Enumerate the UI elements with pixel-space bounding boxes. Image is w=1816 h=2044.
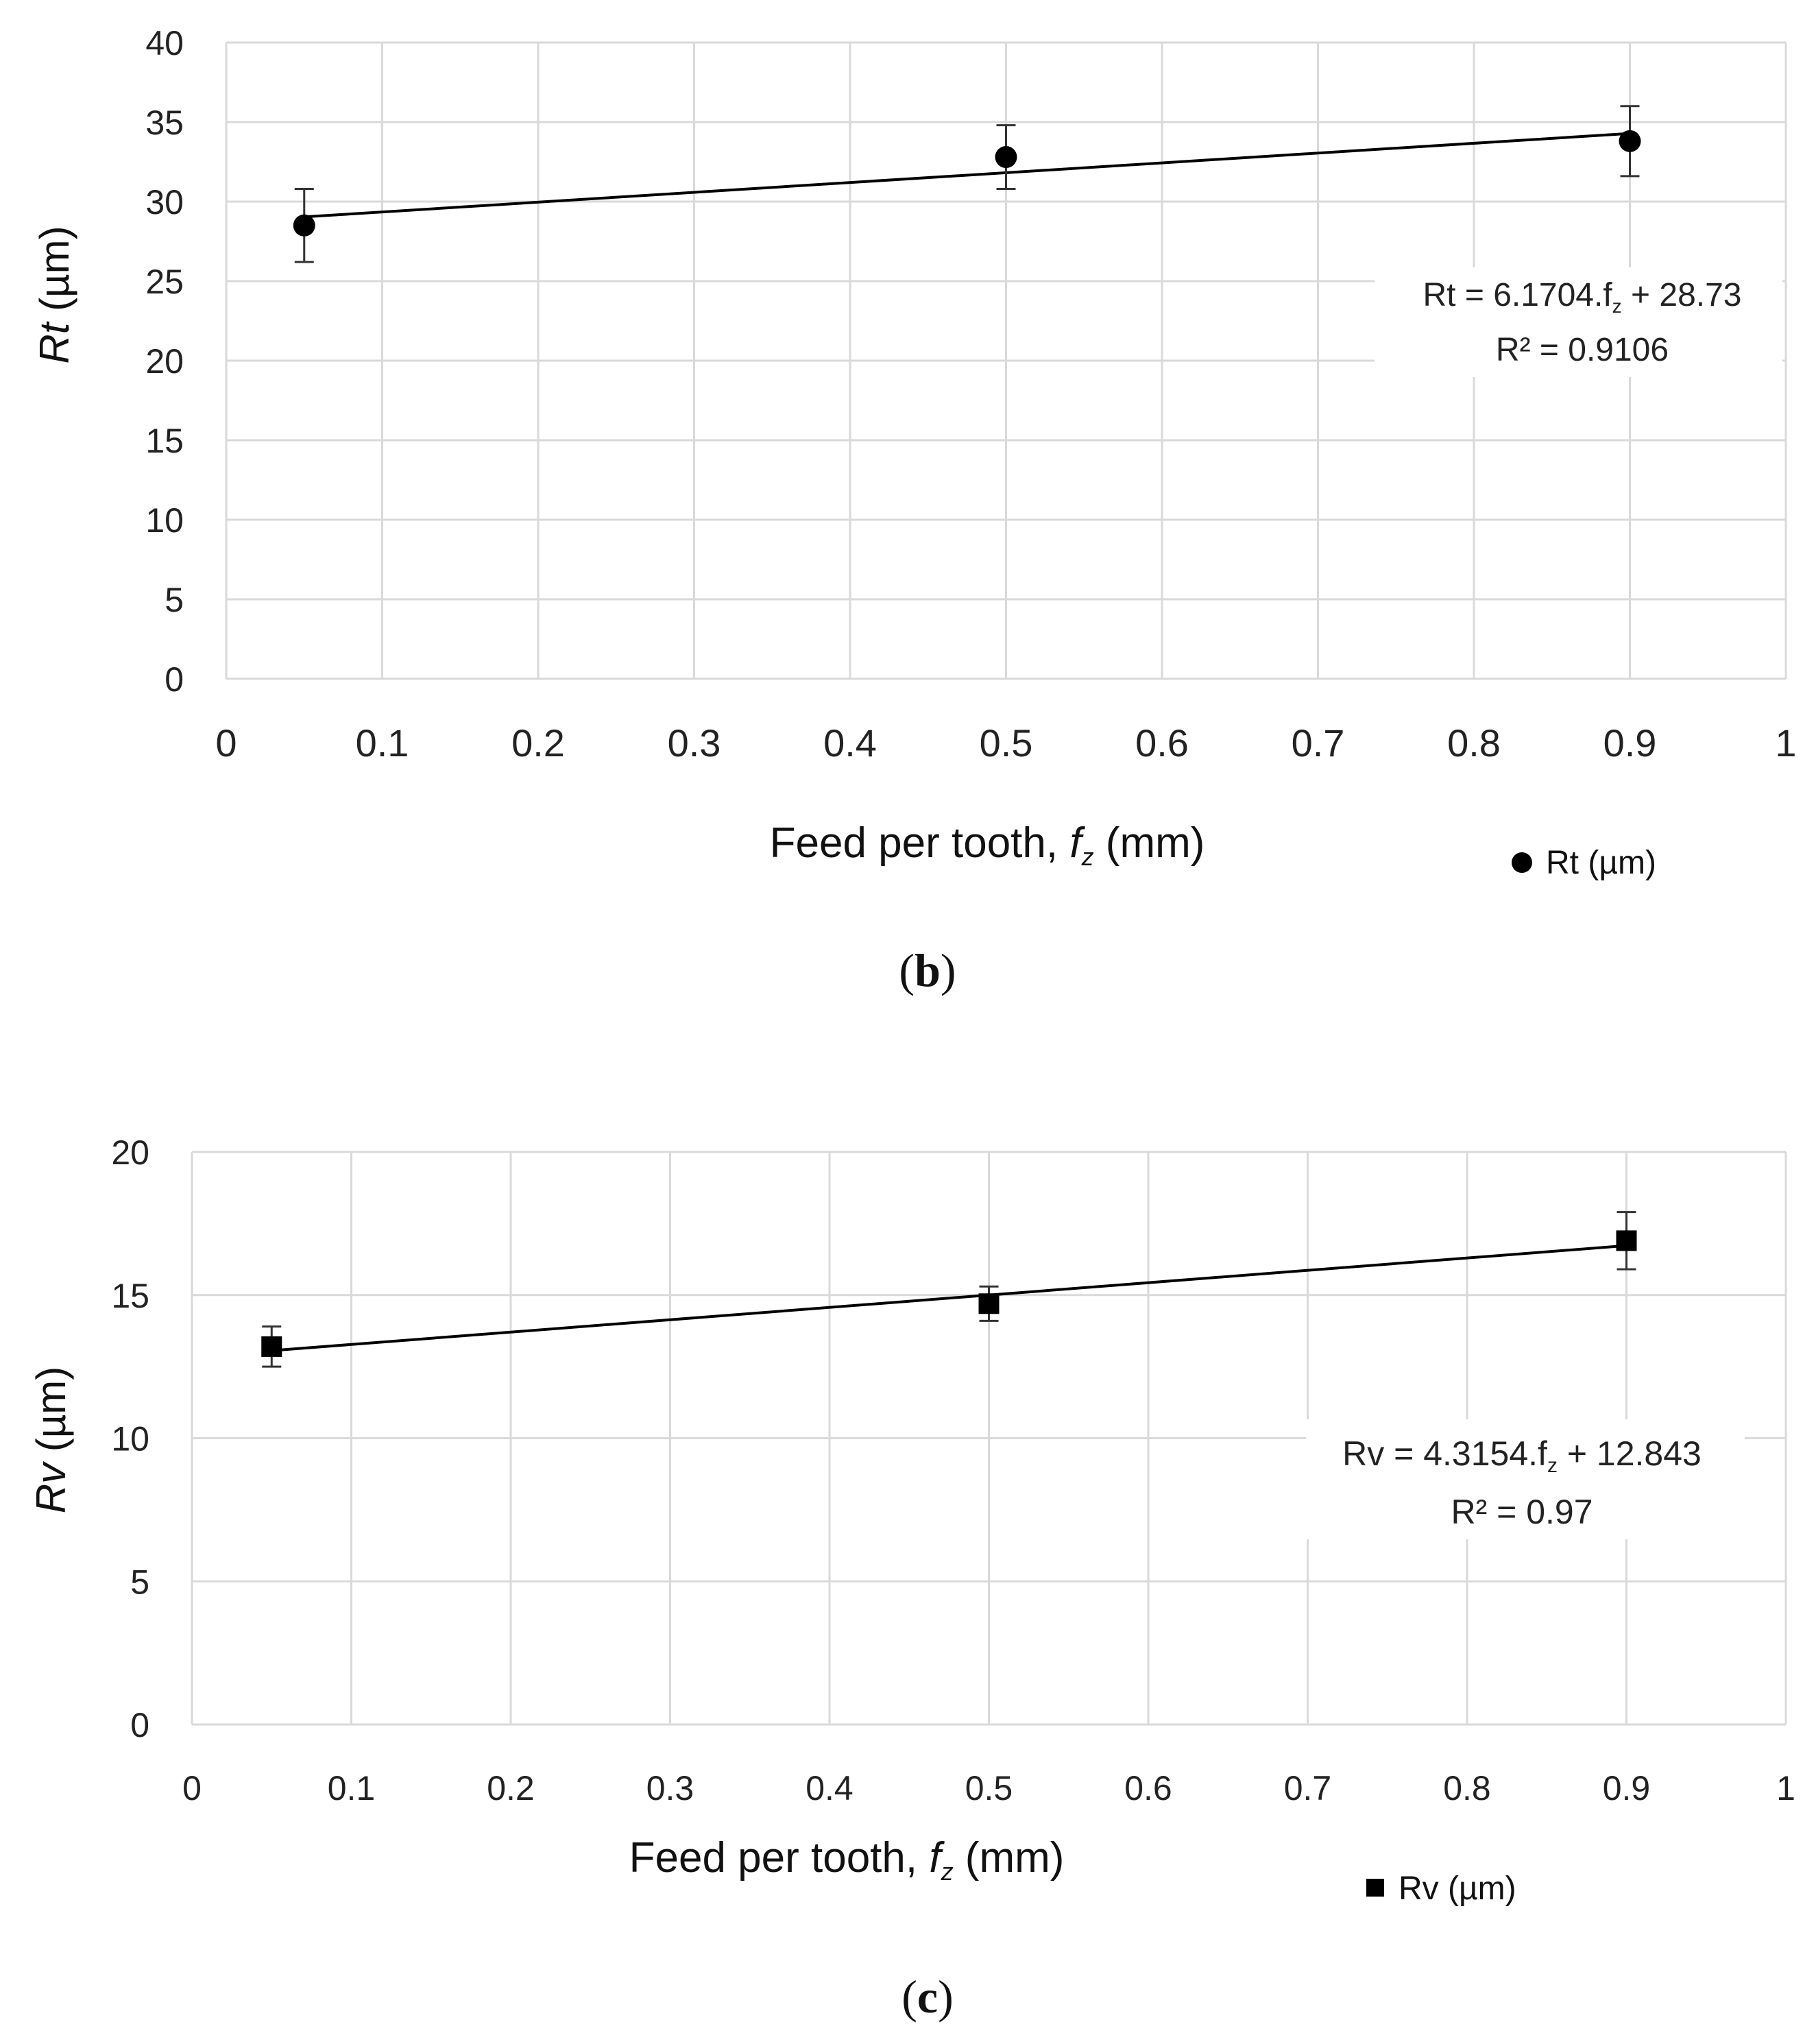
chart-b-x-axis-sub: z <box>1081 843 1094 871</box>
chart-c-points <box>261 1230 1637 1357</box>
chart-b-y-tick-3: 15 <box>145 422 184 460</box>
chart-c-panel-label: (c) <box>901 1971 954 2023</box>
chart-c-y-tick-4: 20 <box>111 1133 149 1172</box>
chart-b-y-tick-4: 20 <box>145 342 184 381</box>
chart-b-panel-paren-close: ) <box>941 944 956 996</box>
chart-b-x-axis-text: Feed per tooth, <box>770 819 1070 867</box>
chart-b-x-tick-6: 0.6 <box>1135 721 1189 765</box>
chart-b-x-tick-10: 1 <box>1775 721 1796 765</box>
chart-b-panel-paren-open: ( <box>899 944 915 996</box>
chart-b-y-tick-8: 40 <box>145 24 184 62</box>
chart-c-x-tick-6: 0.6 <box>1124 1769 1172 1807</box>
chart-c-legend-marker <box>1366 1879 1384 1897</box>
chart-c-x-axis-text: Feed per tooth, <box>629 1834 930 1881</box>
chart-b-x-axis-title: Feed per tooth, fz (mm) <box>770 819 1205 871</box>
chart-c-y-axis-var: Rv <box>28 1461 74 1513</box>
chart-c-equation-sub: z <box>1547 1454 1558 1477</box>
chart-b-x-tick-9: 0.9 <box>1603 721 1657 765</box>
chart-b-x-tick-5: 0.5 <box>980 721 1033 765</box>
chart-b-y-tick-5: 25 <box>145 263 184 301</box>
chart-b-x-tick-1: 0.1 <box>356 721 409 765</box>
chart-b-x-tick-labels: 0 0.1 0.2 0.3 0.4 0.5 0.6 0.7 0.8 0.9 1 <box>215 721 1796 765</box>
chart-b-y-axis-title: Rt (µm) <box>32 226 77 363</box>
chart-b-equation-pre: Rt = 6.1704.f <box>1422 277 1612 313</box>
chart-b-point-1 <box>995 146 1017 169</box>
chart-c-y-tick-2: 10 <box>111 1420 149 1458</box>
chart-b-y-axis-var: Rt <box>32 321 77 363</box>
chart-c-r2: R² = 0.97 <box>1451 1493 1593 1531</box>
chart-b-trendline <box>304 132 1630 219</box>
chart-c-equation: Rv = 4.3154.fz + 12.843 <box>1342 1434 1702 1477</box>
chart-c-equation-pre: Rv = 4.3154.f <box>1342 1434 1547 1473</box>
chart-b-y-tick-6: 30 <box>145 183 184 221</box>
chart-b-y-tick-7: 35 <box>145 104 184 142</box>
chart-b-legend-marker <box>1512 852 1532 873</box>
chart-c-point-1 <box>978 1293 1000 1314</box>
chart-c-point-2 <box>1616 1230 1637 1251</box>
chart-c-y-tick-0: 0 <box>130 1706 149 1744</box>
chart-b-equation: Rt = 6.1704.fz + 28.73 <box>1422 277 1741 317</box>
chart-c-x-axis-sub: z <box>941 1857 954 1886</box>
chart-c-x-tick-7: 0.7 <box>1284 1769 1332 1807</box>
chart-b-r2: R² = 0.9106 <box>1496 332 1669 368</box>
chart-b-panel-label: (b) <box>899 944 956 996</box>
chart-b-equation-box <box>1375 267 1782 377</box>
chart-b-x-tick-3: 0.3 <box>668 721 721 765</box>
chart-b-legend-label: Rt (µm) <box>1546 845 1656 881</box>
chart-c-x-tick-4: 0.4 <box>806 1769 853 1807</box>
chart-c-x-tick-5: 0.5 <box>965 1769 1013 1807</box>
chart-b-x-tick-7: 0.7 <box>1292 721 1345 765</box>
chart-b-point-2 <box>1619 130 1641 152</box>
chart-c-trendline <box>271 1244 1627 1352</box>
chart-b-y-tick-1: 5 <box>165 581 184 619</box>
chart-c-x-tick-10: 1 <box>1776 1769 1795 1807</box>
chart-b-y-tick-0: 0 <box>165 660 184 699</box>
chart-b-points <box>293 130 1641 237</box>
chart-c-legend-label: Rv (µm) <box>1399 1871 1516 1907</box>
chart-c-equation-post: + 12.843 <box>1558 1434 1702 1473</box>
chart-c-panel-paren-close: ) <box>938 1971 954 2023</box>
chart-b-y-tick-2: 10 <box>145 501 184 540</box>
chart-b-panel-letter: b <box>915 944 941 996</box>
chart-b-x-tick-0: 0 <box>215 721 237 765</box>
chart-c-y-axis-title: Rv (µm) <box>28 1367 74 1514</box>
chart-c-x-tick-8: 0.8 <box>1443 1769 1491 1807</box>
chart-c-x-axis-title: Feed per tooth, fz (mm) <box>629 1834 1065 1886</box>
chart-c-x-tick-3: 0.3 <box>646 1769 694 1807</box>
chart-c-panel-letter: c <box>917 1971 938 2023</box>
chart-b-x-tick-4: 0.4 <box>823 721 877 765</box>
chart-c: 0 5 10 15 20 0 0.1 0.2 0.3 0.4 0.5 0.6 0.7 0.8 0.9 1 R… <box>28 1133 1795 2023</box>
chart-b-x-tick-8: 0.8 <box>1447 721 1501 765</box>
chart-b-y-axis-unit: (µm) <box>32 226 77 322</box>
chart-c-point-0 <box>261 1336 282 1357</box>
chart-b-equation-post: + 28.73 <box>1622 277 1742 313</box>
chart-b-x-axis-unit: (mm) <box>1094 819 1205 867</box>
chart-c-y-axis-unit: (µm) <box>28 1367 74 1463</box>
chart-c-x-axis-unit: (mm) <box>954 1834 1065 1881</box>
chart-c-x-tick-2: 0.2 <box>487 1769 535 1807</box>
chart-c-x-tick-1: 0.1 <box>328 1769 376 1807</box>
chart-c-x-tick-9: 0.9 <box>1603 1769 1651 1807</box>
chart-c-x-tick-0: 0 <box>182 1769 202 1807</box>
chart-b-equation-sub: z <box>1612 296 1622 317</box>
chart-c-y-tick-1: 5 <box>130 1563 149 1601</box>
chart-b-point-0 <box>293 214 315 237</box>
chart-c-y-tick-3: 15 <box>111 1277 149 1315</box>
chart-c-equation-box <box>1306 1419 1745 1539</box>
chart-c-panel-paren-open: ( <box>901 1971 917 2023</box>
chart-c-x-tick-labels: 0 0.1 0.2 0.3 0.4 0.5 0.6 0.7 0.8 0.9 1 <box>182 1769 1795 1807</box>
chart-b-y-tick-labels: 0 5 10 15 20 25 30 35 40 <box>145 24 184 699</box>
chart-b-x-tick-2: 0.2 <box>511 721 565 765</box>
chart-c-y-tick-labels: 0 5 10 15 20 <box>111 1133 149 1744</box>
